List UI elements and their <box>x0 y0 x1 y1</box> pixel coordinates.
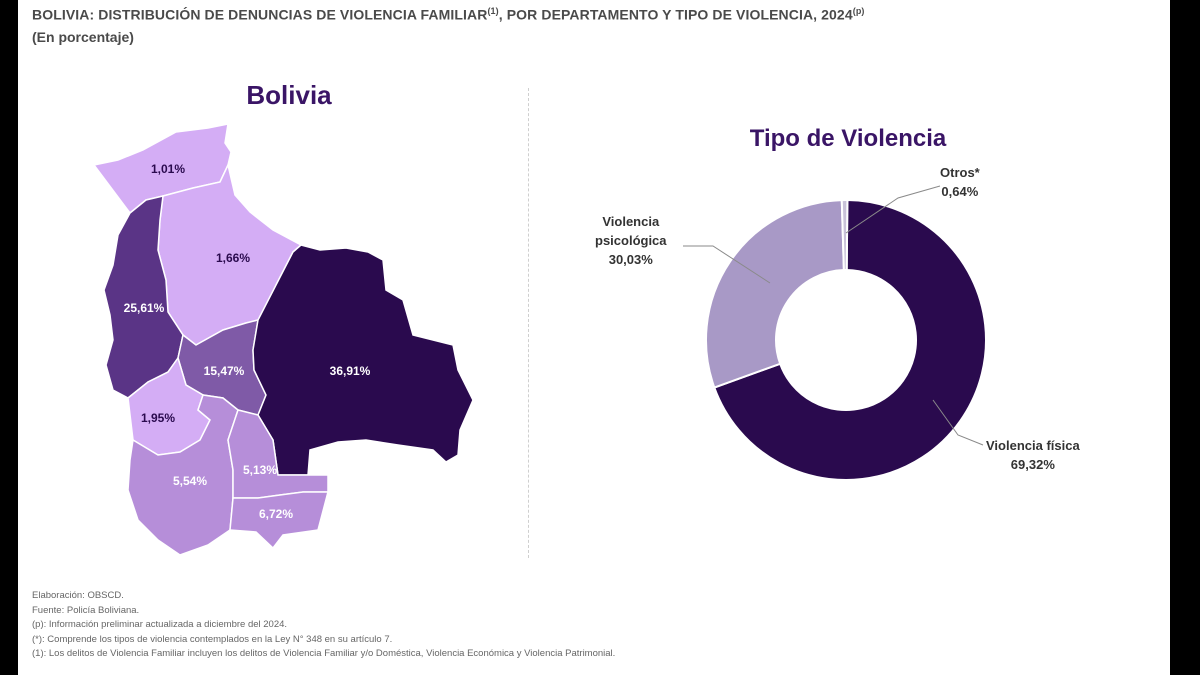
donut-title: Tipo de Violencia <box>749 125 947 152</box>
map-label-beni: 1,66% <box>216 251 250 265</box>
page-title: BOLIVIA: DISTRIBUCIÓN DE DENUNCIAS DE VI… <box>32 6 865 23</box>
donut-label-otros-name: Otros* <box>940 165 980 180</box>
map-label-cochabamba: 15,47% <box>204 364 245 378</box>
section-divider <box>528 88 529 558</box>
footnote-fuente: Fuente: Policía Boliviana. <box>32 604 140 616</box>
infographic-page: BOLIVIA: DISTRIBUCIÓN DE DENUNCIAS DE VI… <box>18 0 1170 675</box>
footnote-definicion: (1): Los delitos de Violencia Familiar i… <box>32 648 616 660</box>
donut-slice-otros <box>840 199 849 272</box>
donut-chart <box>683 185 987 481</box>
footnote-elaboracion: Elaboración: OBSCD. <box>32 590 124 601</box>
map-label-pando: 1,01% <box>151 162 185 176</box>
footnotes: Elaboración: OBSCD. Fuente: Policía Boli… <box>32 589 615 662</box>
map-label-oruro: 1,95% <box>141 411 175 425</box>
map-label-tarija: 6,72% <box>259 507 293 521</box>
map-region-santa-cruz <box>252 244 474 476</box>
page-subtitle: (En porcentaje) <box>32 29 134 45</box>
map-region-tarija <box>229 491 329 550</box>
donut-label-psicologica-name-1: Violencia <box>602 214 660 229</box>
donut-label-psicologica-name-2: psicológica <box>595 233 667 248</box>
footnote-preliminar: (p): Información preliminar actualizada … <box>32 619 288 631</box>
donut-label-otros-value: 0,64% <box>941 184 979 199</box>
map-label-chuquisaca: 5,13% <box>243 463 277 477</box>
donut-label-otros: Otros* 0,64% <box>940 163 980 201</box>
leader-line-psicologica <box>683 245 771 284</box>
donut-label-psicologica: Violencia psicológica 30,03% <box>595 212 667 269</box>
map-title: Bolivia <box>246 80 332 110</box>
donut-slice-psicologica <box>705 199 845 389</box>
map-label-potosi: 5,54% <box>173 474 207 488</box>
leader-line-otros <box>845 185 941 234</box>
leader-line-fisica <box>932 399 984 446</box>
footnote-otros: (*): Comprende los tipos de violencia co… <box>32 633 393 645</box>
donut-label-fisica-name: Violencia física <box>986 438 1080 453</box>
donut-slice-fisica <box>713 198 987 481</box>
map-label-santa-cruz: 36,91% <box>330 364 371 378</box>
map-label-la-paz: 25,61% <box>124 301 165 315</box>
bolivia-map: 1,01% 1,66% 25,61% 15,47% 36,91% 1,95% 5… <box>92 123 474 556</box>
donut-label-fisica: Violencia física 69,32% <box>986 436 1080 474</box>
donut-label-psicologica-value: 30,03% <box>608 252 653 267</box>
donut-label-fisica-value: 69,32% <box>1010 457 1055 472</box>
